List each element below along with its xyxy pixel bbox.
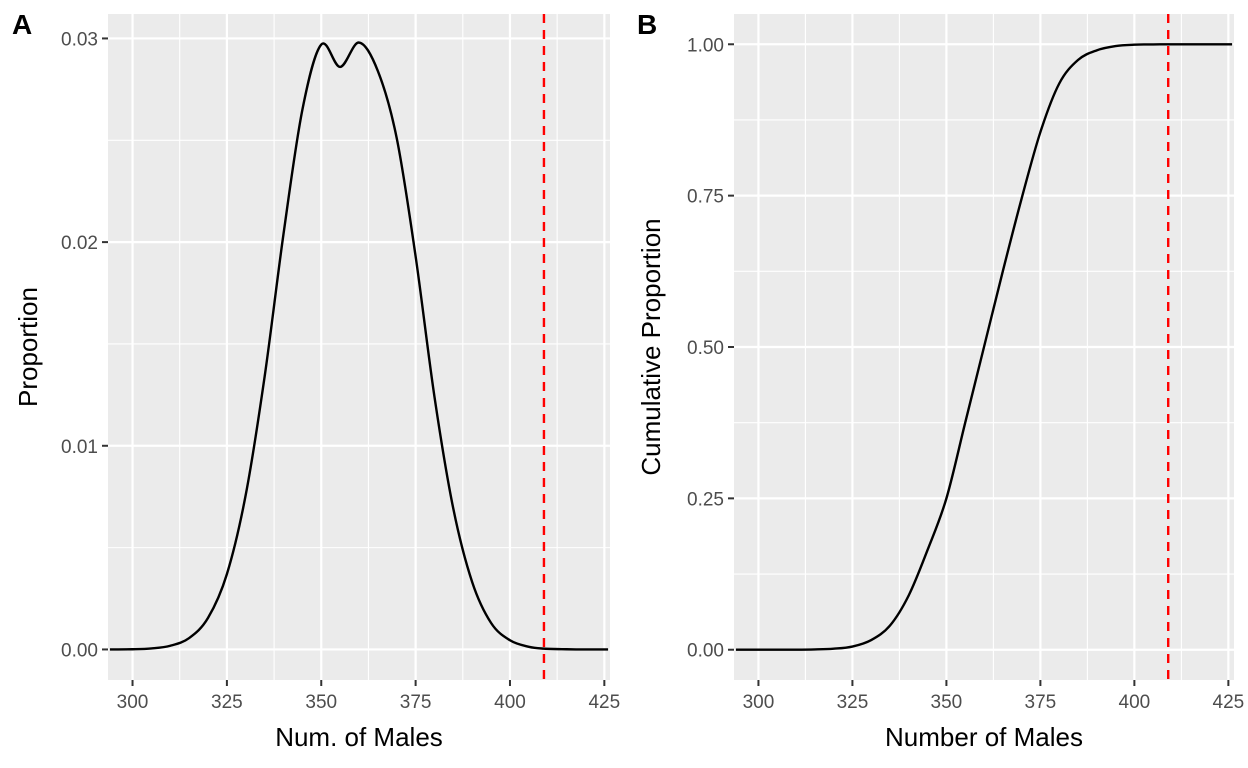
- panel-b-x-label: Number of Males: [885, 722, 1083, 752]
- y-tick-label: 0.75: [687, 187, 724, 208]
- x-tick-label: 425: [588, 692, 620, 713]
- y-tick-label: 0.50: [687, 338, 724, 359]
- panel-b-cumulative-curve: [735, 43, 1233, 651]
- x-tick-label: 375: [1025, 692, 1057, 713]
- panel-a-y-axis: 0.00 0.01 0.02 0.03: [61, 29, 108, 661]
- x-tick-label: 325: [211, 692, 243, 713]
- panel-b-tag: B: [637, 9, 657, 40]
- panel-b-y-label: Cumulative Proportion: [636, 218, 666, 475]
- panel-a-x-label: Num. of Males: [275, 722, 443, 752]
- x-tick-label: 400: [1119, 692, 1151, 713]
- panel-a-tag: A: [12, 9, 32, 40]
- panel-b: B 300 325 350 375 400 425 0.00 0.25 0.50 0.75 1.0…: [636, 9, 1244, 752]
- x-tick-label: 375: [400, 692, 432, 713]
- x-tick-label: 300: [743, 692, 775, 713]
- y-tick-label: 0.03: [61, 29, 98, 50]
- x-tick-label: 325: [837, 692, 869, 713]
- x-tick-label: 425: [1213, 692, 1245, 713]
- panel-a-grid: [108, 14, 610, 680]
- panel-a-plot-area: [108, 14, 610, 680]
- panel-a-x-axis: 300 325 350 375 400 425: [117, 680, 620, 713]
- panel-a: A 300 325 350 375 400 425 0.00 0.01 0.02 0.03 Nu…: [12, 9, 620, 752]
- y-tick-label: 0.02: [61, 233, 98, 254]
- y-tick-label: 0.25: [687, 489, 724, 510]
- x-tick-label: 350: [931, 692, 963, 713]
- y-tick-label: 0.01: [61, 437, 98, 458]
- panel-b-x-axis: 300 325 350 375 400 425: [743, 680, 1245, 713]
- y-tick-label: 0.00: [687, 641, 724, 662]
- panel-b-y-axis: 0.00 0.25 0.50 0.75 1.00: [687, 35, 734, 662]
- y-tick-label: 1.00: [687, 35, 724, 56]
- x-tick-label: 350: [305, 692, 337, 713]
- panel-a-y-label: Proportion: [13, 287, 43, 407]
- x-tick-label: 300: [117, 692, 149, 713]
- panel-a-density-curve: [109, 41, 609, 651]
- x-tick-label: 400: [494, 692, 526, 713]
- y-tick-label: 0.00: [61, 640, 98, 661]
